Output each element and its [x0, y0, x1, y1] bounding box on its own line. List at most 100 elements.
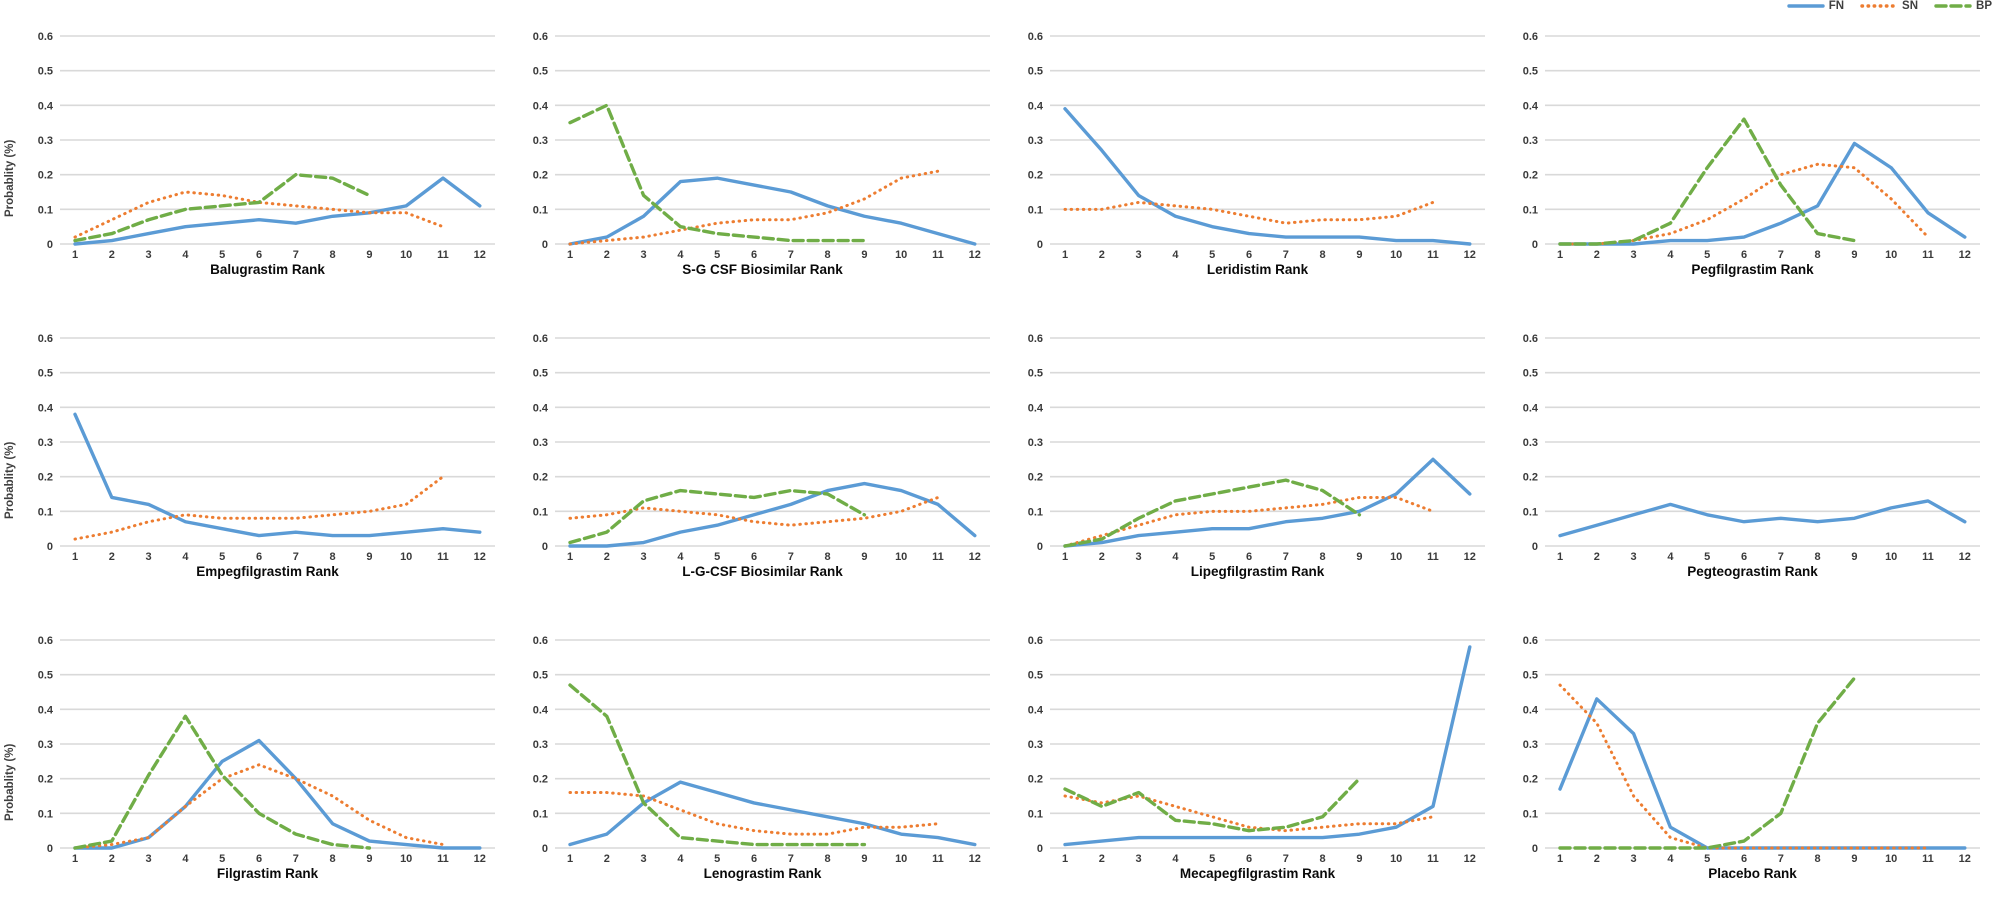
x-tick-label: 4 — [677, 249, 684, 261]
chart-canvas-leridistim: 00.10.20.30.40.50.61 2 3 4 5 6 7 8 9 10 11 12 — [1028, 31, 1485, 261]
y-tick-label: 0.2 — [1523, 472, 1538, 484]
chart-panel-pegfilgrastim: 0 0.1 0.2 0.3 0.4 0.5 0.6 1 2 3 4 5 6 7 8 9 10 11 12 Pegfi… — [1505, 0, 2000, 302]
x-tick-label: 3 — [1136, 853, 1142, 865]
x-tick-label: 12 — [969, 853, 981, 865]
chart-panel-empegfilgrastim: 0 0.1 0.2 0.3 0.4 0.5 0.6 1 2 3 4 5 6 7 8 9 10 11 12 Empeg… — [20, 302, 515, 604]
x-tick-label: 8 — [1815, 551, 1821, 563]
x-tick-label: 6 — [1246, 249, 1252, 261]
x-tick-label: 9 — [366, 551, 372, 563]
x-tick-label: 3 — [1631, 853, 1637, 865]
x-tick-label: 11 — [932, 551, 944, 563]
y-tick-label: 0.1 — [533, 204, 548, 216]
x-tick-label: 9 — [861, 249, 867, 261]
x-tick-label: 5 — [1704, 551, 1710, 563]
x-tick-label: 11 — [437, 249, 449, 261]
x-tick-label: 8 — [825, 551, 831, 563]
x-tick-label: 4 — [677, 853, 684, 865]
chart-title: Lipegfilgrastim Rank — [1190, 564, 1325, 579]
series-line-sn — [73, 763, 445, 850]
y-tick-label: 0.5 — [38, 670, 53, 682]
x-tick-label: 2 — [1099, 249, 1105, 261]
y-tick-label: 0.2 — [38, 170, 53, 182]
x-tick-label: 1 — [72, 551, 78, 563]
y-tick-label: 0.4 — [533, 704, 549, 716]
x-tick-label: 10 — [895, 551, 907, 563]
x-tick-label: 7 — [788, 853, 794, 865]
chart-canvas-lg-csf-biosimilar: 00.10.20.30.40.50.61 2 3 4 5 6 7 8 9 10 11 12 — [533, 333, 990, 563]
x-tick-label: 12 — [474, 551, 486, 563]
x-tick-label: 5 — [714, 853, 720, 865]
y-tick-label: 0.4 — [533, 402, 549, 414]
y-tick-label: 0.1 — [1523, 808, 1538, 820]
y-tick-label: 0.1 — [1523, 204, 1538, 216]
x-tick-label: 5 — [219, 551, 225, 563]
y-tick-label: 0.3 — [533, 135, 548, 147]
series-line-bp — [73, 714, 372, 850]
y-tick-label: 0.5 — [1523, 368, 1538, 380]
chart-panel-mecapegfilgrastim: 0 0.1 0.2 0.3 0.4 0.5 0.6 1 2 3 4 5 6 7 8 9 10 11 12 Mecap… — [1010, 604, 1505, 906]
legend-item-sn: SN — [1860, 0, 1918, 12]
chart-canvas-balugrastim: 00.10.20.30.40.50.61 2 3 4 5 6 7 8 9 10 11 12 — [38, 31, 495, 261]
x-tick-label: 6 — [1246, 551, 1252, 563]
x-tick-label: 7 — [1283, 249, 1289, 261]
x-tick-label: 9 — [1356, 249, 1362, 261]
chart-title: Filgrastim Rank — [216, 866, 319, 881]
series-line-fn — [73, 176, 482, 246]
x-tick-label: 1 — [567, 853, 573, 865]
series-line-fn — [1558, 499, 1967, 538]
y-tick-label: 0.4 — [533, 100, 549, 112]
x-tick-label: 3 — [146, 853, 152, 865]
x-tick-label: 7 — [1778, 853, 1784, 865]
x-tick-label: 1 — [1062, 249, 1068, 261]
x-tick-label: 5 — [219, 249, 225, 261]
x-tick-label: 12 — [474, 853, 486, 865]
y-tick-label: 0.4 — [38, 100, 54, 112]
y-tick-label: 0.3 — [1028, 739, 1043, 751]
x-tick-label: 4 — [1667, 551, 1674, 563]
x-tick-label: 1 — [1557, 551, 1563, 563]
x-tick-label: 1 — [72, 853, 78, 865]
y-tick-label: 0.4 — [1028, 100, 1044, 112]
x-tick-label: 4 — [1172, 249, 1179, 261]
y-tick-label: 0.2 — [1523, 170, 1538, 182]
series-line-sn — [1063, 495, 1435, 548]
x-tick-label: 6 — [1246, 853, 1252, 865]
x-tick-label: 9 — [1851, 249, 1857, 261]
series-line-fn — [1558, 141, 1967, 246]
x-tick-label: 10 — [400, 249, 412, 261]
x-tick-label: 7 — [293, 551, 299, 563]
chart-title: Pegteograstim Rank — [1687, 564, 1818, 579]
chart-canvas-empegfilgrastim: 00.10.20.30.40.50.61 2 3 4 5 6 7 8 9 10 11 12 — [38, 333, 495, 563]
series-line-bp — [568, 488, 867, 545]
x-tick-label: 11 — [437, 551, 449, 563]
y-tick-label: 0.1 — [38, 204, 53, 216]
x-tick-label: 8 — [330, 249, 336, 261]
x-tick-label: 4 — [1172, 551, 1179, 563]
legend-item-bp: BP — [1934, 0, 1992, 12]
x-tick-label: 2 — [1099, 551, 1105, 563]
y-tick-label: 0.3 — [1523, 739, 1538, 751]
x-tick-label: 1 — [1557, 249, 1563, 261]
legend-label-fn: FN — [1828, 0, 1845, 12]
x-tick-label: 6 — [751, 853, 757, 865]
y-tick-label: 0 — [47, 843, 53, 855]
y-tick-label: 0 — [47, 541, 53, 553]
x-tick-label: 9 — [1851, 551, 1857, 563]
chart-canvas-mecapegfilgrastim: 00.10.20.30.40.50.61 2 3 4 5 6 7 8 9 10 11 12 — [1028, 635, 1485, 865]
x-tick-label: 8 — [1815, 853, 1821, 865]
x-tick-label: 7 — [293, 853, 299, 865]
series-line-fn — [568, 481, 977, 548]
y-tick-label: 0.5 — [38, 368, 53, 380]
y-tick-label: 0.6 — [1523, 31, 1538, 43]
x-tick-label: 6 — [1741, 249, 1747, 261]
legend-item-fn: FN — [1786, 0, 1845, 12]
y-tick-label: 0 — [1532, 541, 1538, 553]
x-tick-label: 5 — [1704, 853, 1710, 865]
x-tick-label: 4 — [182, 249, 189, 261]
y-tick-label: 0.2 — [38, 472, 53, 484]
chart-panel-lg-csf-biosimilar: 0 0.1 0.2 0.3 0.4 0.5 0.6 1 2 3 4 5 6 7 8 9 10 11 12 L-G-C… — [515, 302, 1010, 604]
x-tick-label: 5 — [1209, 249, 1215, 261]
y-tick-label: 0 — [1037, 541, 1043, 553]
y-tick-label: 0.5 — [38, 66, 53, 78]
x-tick-label: 10 — [1885, 551, 1897, 563]
